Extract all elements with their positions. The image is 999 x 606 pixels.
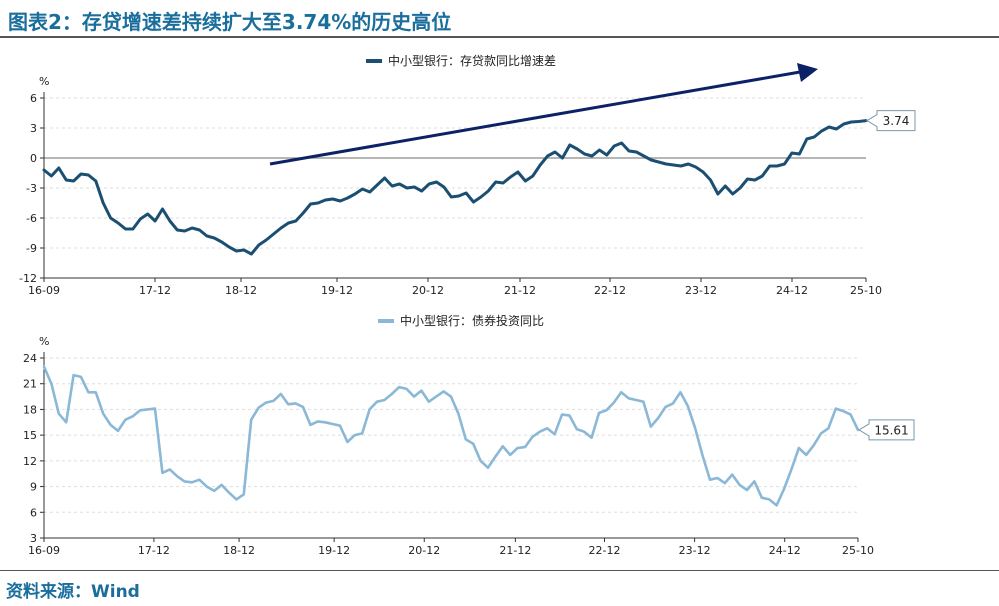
y-tick-label: 21 (23, 378, 37, 391)
x-tick-label: 20-12 (408, 544, 440, 557)
x-tick-label: 16-09 (28, 284, 60, 297)
x-tick-label: 22-12 (594, 284, 626, 297)
source-note: 资料来源：Wind (6, 582, 140, 602)
legend-label: 中小型银行：债券投资同比 (400, 313, 544, 328)
x-tick-label: 19-12 (318, 544, 350, 557)
top-divider (0, 36, 999, 38)
y-unit-label: % (39, 75, 49, 88)
y-tick-label: 12 (23, 455, 37, 468)
x-tick-label: 20-12 (412, 284, 444, 297)
bottom-divider (0, 570, 999, 571)
y-tick-label: -9 (26, 242, 37, 255)
legend-label: 中小型银行：存贷款同比增速差 (388, 53, 556, 68)
y-tick-label: 9 (30, 481, 37, 494)
x-tick-label: 16-09 (28, 544, 60, 557)
trend-arrow-head (797, 63, 818, 82)
y-unit-label: % (39, 335, 49, 348)
page-title: 图表2：存贷增速差持续扩大至3.74%的历史高位 (8, 10, 452, 34)
x-tick-label: 17-12 (138, 544, 170, 557)
x-tick-label: 18-12 (225, 284, 257, 297)
y-tick-label: 3 (30, 122, 37, 135)
y-tick-label: 18 (23, 403, 37, 416)
x-tick-label: 23-12 (685, 284, 717, 297)
x-tick-label: 24-12 (776, 284, 808, 297)
x-tick-label: 25-10 (850, 284, 882, 297)
series-line (42, 365, 860, 507)
end-value-callout (858, 419, 915, 441)
y-tick-label: 15 (23, 429, 37, 442)
x-tick-label: 21-12 (499, 544, 531, 557)
x-tick-label: 22-12 (589, 544, 621, 557)
x-tick-label: 17-12 (139, 284, 171, 297)
end-value-callout (866, 110, 916, 132)
series-line (42, 119, 868, 256)
trend-arrow-shaft (269, 70, 801, 166)
y-tick-label: -3 (26, 182, 37, 195)
y-tick-label: -6 (26, 212, 37, 225)
y-tick-label: 24 (23, 352, 37, 365)
y-tick-label: 0 (30, 152, 37, 165)
y-tick-label: 6 (30, 506, 37, 519)
x-tick-label: 25-10 (842, 544, 874, 557)
end-value-label: 3.74 (883, 114, 910, 128)
x-tick-label: 23-12 (679, 544, 711, 557)
x-tick-label: 21-12 (504, 284, 536, 297)
end-value-label: 15.61 (874, 423, 908, 437)
x-tick-label: 18-12 (223, 544, 255, 557)
y-tick-label: -12 (19, 272, 37, 285)
y-tick-label: 3 (30, 532, 37, 545)
y-tick-label: 6 (30, 92, 37, 105)
x-tick-label: 24-12 (769, 544, 801, 557)
x-tick-label: 19-12 (321, 284, 353, 297)
